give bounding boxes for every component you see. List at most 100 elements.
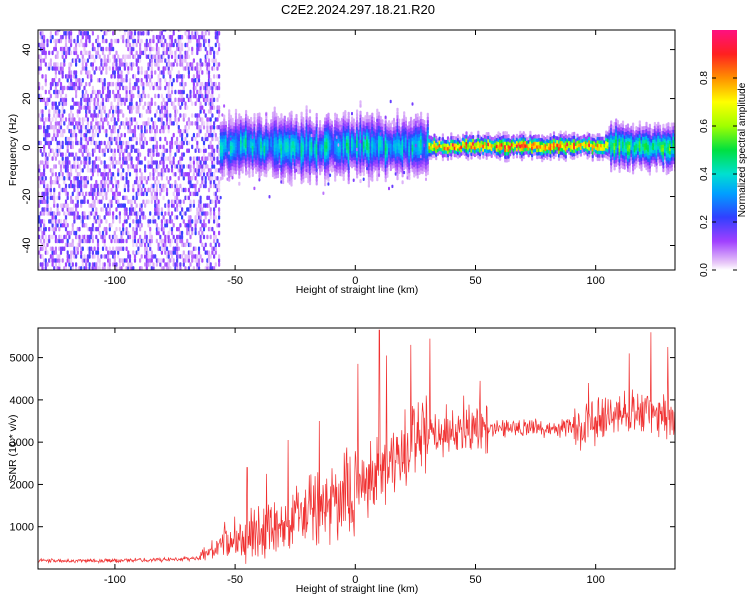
spectrogram-cell — [290, 165, 293, 170]
spectrogram-cell — [164, 85, 167, 91]
spectrogram-cell — [186, 105, 189, 110]
spectrogram-cell — [187, 254, 190, 259]
spectrogram-cell — [103, 58, 106, 63]
spectrogram-cell — [135, 148, 138, 153]
spectrogram-cell — [295, 141, 298, 146]
spectrogram-cell — [347, 149, 350, 154]
spectrogram-cell — [179, 105, 182, 110]
spectrogram-cell — [93, 211, 96, 216]
spectrogram-cell — [101, 207, 105, 212]
spectrogram-cell — [216, 117, 219, 122]
spectrogram-cell — [147, 238, 150, 244]
spectrogram-cell — [140, 176, 143, 181]
spectrogram-cell — [51, 219, 54, 224]
spectrogram-cell — [165, 101, 169, 106]
spectrogram-cell — [95, 101, 98, 106]
spectrogram-cell — [186, 93, 189, 99]
spectrogram-cell — [287, 154, 290, 159]
spectrogram-cell — [53, 152, 56, 157]
spectrogram-cell — [234, 122, 238, 127]
spectrogram-cell — [382, 130, 386, 135]
spectrogram-cell — [389, 163, 392, 168]
spectrogram-cell — [384, 161, 387, 166]
spectrogram-cell — [81, 144, 84, 150]
spectrogram-cell — [288, 180, 291, 185]
spectrogram-cell — [71, 262, 74, 267]
spectrogram-cell — [100, 78, 103, 83]
spectrogram-cell — [351, 130, 354, 135]
spectrogram-cell — [382, 151, 386, 156]
spectrogram-cell — [184, 31, 187, 36]
spectrogram-cell — [118, 66, 121, 71]
spectrogram-cell — [162, 121, 165, 126]
spectrogram-cell — [59, 223, 63, 228]
spectrogram-cell — [120, 140, 123, 146]
spectrogram-cell — [408, 158, 411, 163]
spectrogram-cell — [207, 89, 211, 95]
spectrogram-cell — [369, 114, 372, 119]
spectrogram-cell — [75, 152, 78, 157]
spectrogram-cell — [182, 81, 185, 87]
spectrogram-cell — [165, 42, 169, 48]
spectrogram-cell — [49, 85, 52, 91]
spectrogram-cell — [174, 238, 177, 244]
spectrogram-cell — [246, 153, 249, 158]
spectrogram-cell — [59, 34, 63, 40]
spectrogram-cell — [292, 120, 295, 125]
spectrogram-cell — [406, 170, 409, 175]
spectrogram-cell — [130, 50, 133, 56]
spectrogram-cell — [149, 42, 152, 48]
spectrogram-cell — [105, 172, 108, 177]
spectrogram-cell — [393, 147, 396, 152]
spectrogram-cell — [276, 163, 280, 168]
spectrogram-cell — [112, 113, 115, 118]
spectrogram-cell — [308, 136, 312, 141]
spectrogram-cell — [186, 207, 189, 212]
spectrogram-cell — [170, 42, 174, 48]
spectrogram-cell — [399, 164, 402, 169]
spectrogram-cell — [123, 31, 126, 36]
spectrogram-cell — [157, 207, 160, 212]
spectrogram-cell — [298, 153, 301, 158]
spectrogram-cell — [66, 140, 69, 146]
spectrogram-cell — [107, 187, 110, 193]
spectrogram-cell — [356, 164, 359, 169]
spectrogram-cell — [204, 160, 207, 165]
spectrogram-cell — [196, 97, 199, 103]
spectrogram-cell — [179, 234, 182, 240]
spectrogram-cell — [290, 141, 293, 146]
spectrogram-cell — [393, 157, 396, 162]
spectrogram-cell — [202, 34, 206, 40]
spectrogram-cell — [137, 78, 140, 83]
spectrogram-cell — [139, 101, 142, 106]
spectrogram-cell — [268, 155, 271, 160]
spectrogram-cell — [100, 254, 103, 259]
spectrogram-cell — [125, 179, 128, 185]
spectrogram-cell — [78, 164, 81, 169]
spectrogram-cell — [169, 113, 172, 118]
spectrogram-cell — [44, 74, 47, 79]
spectrogram-cell — [169, 176, 172, 181]
spectrogram-cell — [70, 121, 73, 126]
spectrogram-cell — [61, 54, 64, 59]
spectrogram-cell — [38, 183, 41, 189]
spectrogram-cell — [228, 151, 231, 155]
spectrogram-cell — [327, 133, 330, 138]
spectrogram-cell — [192, 266, 195, 270]
spectrogram-cell — [63, 246, 66, 251]
spectrogram-cell — [39, 262, 42, 267]
spectrogram-cell — [73, 132, 76, 138]
spectrogram-cell — [315, 140, 318, 145]
spectrogram-cell — [170, 160, 174, 165]
spectrogram-cell — [154, 132, 157, 138]
spectrogram-cell — [327, 126, 330, 131]
spectrogram-cell — [61, 172, 64, 177]
spectrogram-cell — [258, 115, 261, 120]
spectrogram-cell — [221, 165, 224, 170]
spectrogram-cell — [112, 109, 115, 114]
spectrogram-cell — [241, 162, 244, 167]
spectrogram-cell — [334, 112, 337, 117]
spectrogram-cell — [157, 199, 160, 204]
spectrogram-cell — [44, 140, 47, 146]
spectrogram-cell — [229, 149, 232, 153]
